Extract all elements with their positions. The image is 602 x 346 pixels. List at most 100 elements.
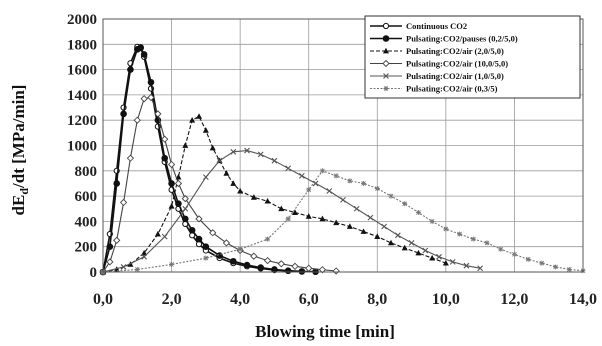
data-point: [278, 205, 285, 212]
data-point: [553, 264, 559, 270]
legend-label: Pulsating:CO2/air (0,3/5): [406, 84, 498, 94]
x-tick-label: 8,0: [367, 291, 387, 308]
x-axis-title: Blowing time [min]: [255, 322, 395, 341]
data-point: [429, 218, 435, 224]
data-point: [237, 187, 244, 194]
data-point: [318, 266, 327, 274]
data-point: [147, 78, 155, 86]
data-point: [181, 215, 189, 223]
data-point: [374, 186, 380, 192]
legend-marker: [382, 22, 390, 30]
series-3: [100, 113, 449, 275]
legend-item: Pulsating:CO2/pauses (0,2/5,0): [370, 34, 518, 44]
data-point: [360, 228, 367, 234]
data-point: [202, 127, 209, 133]
data-point: [292, 209, 298, 215]
series-line: [102, 150, 481, 273]
data-point: [161, 154, 169, 162]
data-point: [443, 226, 449, 232]
data-point: [539, 260, 545, 266]
svg-text:dEd/dt [MPa/min]: dEd/dt [MPa/min]: [9, 85, 31, 216]
data-point: [566, 266, 572, 272]
legend-item: Continuous CO2: [370, 21, 467, 31]
data-point: [333, 219, 340, 226]
data-point: [470, 236, 476, 242]
data-point: [457, 231, 463, 237]
data-point: [133, 116, 141, 124]
data-point: [120, 110, 127, 118]
legend-box: [364, 15, 581, 99]
data-point: [250, 252, 258, 260]
x-tick-label: 2,0: [162, 291, 182, 308]
data-point: [175, 200, 182, 207]
y-axis-ticks: 0 200 400 600 800 1000 1200 1400 1600 1800 2000: [67, 12, 97, 281]
data-point: [154, 230, 161, 237]
data-point: [126, 154, 135, 162]
legend-item: Pulsating:CO2/air (0,3/5): [370, 84, 498, 94]
data-point: [154, 110, 162, 118]
data-point: [168, 180, 175, 187]
data-point: [222, 239, 231, 247]
data-point: [169, 261, 175, 267]
data-point: [230, 180, 237, 186]
y-tick-label: 400: [75, 214, 98, 230]
data-point: [402, 201, 408, 207]
data-point: [161, 135, 169, 143]
y-tick-label: 1400: [67, 88, 97, 104]
data-point: [140, 51, 148, 58]
legend-label: Pulsating:CO2/pauses (0,2/5,0): [406, 34, 518, 44]
y-tick-label: 200: [75, 240, 98, 256]
data-point: [361, 180, 367, 186]
data-point: [319, 215, 326, 222]
data-point: [202, 243, 210, 250]
data-point: [285, 216, 291, 222]
data-point: [291, 262, 299, 270]
data-point: [484, 240, 490, 246]
data-point: [463, 262, 470, 269]
data-point: [422, 247, 429, 254]
legend: Continuous CO2 Pulsating:CO2/pauses (0,2/…: [364, 15, 581, 99]
plot-frame: [102, 18, 584, 273]
data-point: [182, 205, 189, 212]
data-point: [271, 157, 278, 164]
data-point: [305, 264, 313, 272]
data-point: [388, 193, 394, 199]
data-point: [429, 254, 436, 261]
data-point: [347, 178, 353, 184]
data-point: [449, 258, 456, 265]
y-tick-label: 0: [90, 265, 98, 281]
data-point: [141, 253, 148, 260]
data-point: [196, 113, 202, 119]
data-point: [284, 267, 292, 275]
y-axis-title-group: dEd/dt [MPa/min]: [9, 85, 31, 216]
data-point: [119, 198, 128, 207]
x-tick-label: 10,0: [432, 291, 460, 308]
data-point: [436, 253, 442, 260]
data-point: [525, 256, 531, 262]
data-point: [202, 174, 209, 181]
legend-label: Pulsating:CO2/air (1,0/5,0): [406, 71, 504, 81]
data-point: [182, 142, 189, 148]
y-tick-label: 1200: [67, 113, 97, 129]
data-point: [243, 261, 251, 269]
data-point: [498, 246, 504, 252]
legend-marker: [383, 73, 389, 79]
data-point: [195, 215, 203, 223]
data-point: [264, 197, 271, 204]
data-point: [257, 151, 264, 158]
data-point: [326, 188, 333, 194]
data-point: [203, 255, 209, 261]
legend-item: Pulsating:CO2/air (1,0/5,0): [370, 71, 504, 81]
legend-marker: [383, 86, 389, 91]
x-tick-label: 6,0: [299, 291, 319, 308]
data-point: [134, 266, 140, 272]
data-point: [209, 229, 217, 237]
data-point: [195, 235, 203, 243]
data-point: [367, 214, 374, 221]
data-point: [229, 257, 237, 265]
series-line: [102, 170, 584, 273]
data-point: [477, 265, 484, 272]
data-point: [113, 180, 121, 187]
series-4: [99, 93, 340, 276]
data-point: [340, 197, 346, 203]
